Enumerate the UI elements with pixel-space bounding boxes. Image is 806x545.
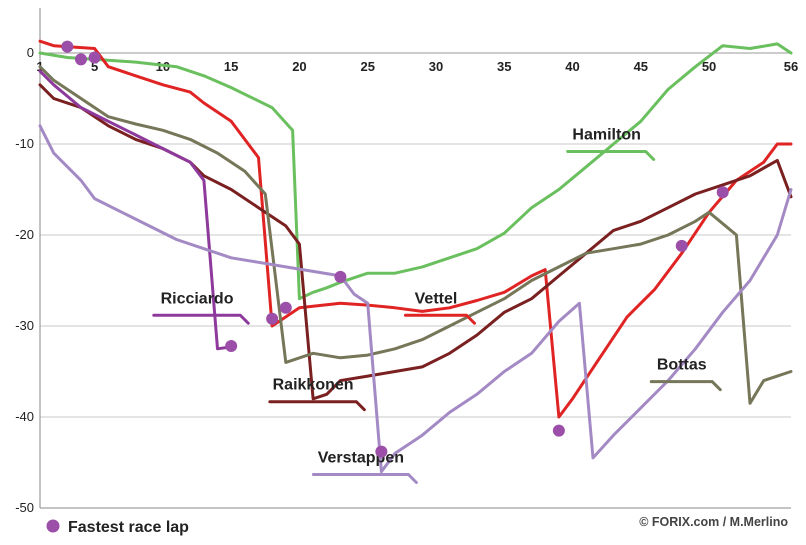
series-label-verstappen: Verstappen — [311, 450, 418, 484]
series-label-vettel: Vettel — [403, 290, 476, 325]
series-label-underline — [311, 473, 418, 484]
y-tick-label: -10 — [15, 136, 34, 151]
fastest-lap-marker — [279, 301, 292, 314]
x-tick-label: 56 — [784, 59, 798, 74]
y-tick-label: -20 — [15, 227, 34, 242]
series-label-underline — [152, 313, 250, 325]
series-label-text: Verstappen — [318, 450, 404, 467]
fastest-lap-markers — [61, 40, 729, 458]
fastest-lap-marker — [375, 445, 388, 458]
legend-label: Fastest race lap — [68, 519, 189, 536]
y-tick-label: 0 — [27, 45, 34, 60]
series-line-hamilton — [38, 42, 793, 301]
series-label-text: Raikkonen — [273, 377, 354, 394]
legend-marker-icon — [46, 519, 60, 533]
x-tick-label: 15 — [224, 59, 238, 74]
x-tick-label: 40 — [565, 59, 579, 74]
fastest-lap-marker — [266, 312, 279, 325]
y-tick-label: -40 — [15, 409, 34, 424]
fastest-lap-marker — [74, 53, 87, 66]
series-label-bottas: Bottas — [649, 357, 722, 392]
x-tick-label: 5 — [91, 59, 98, 74]
fastest-lap-marker — [716, 186, 729, 199]
series-line-bottas — [38, 65, 793, 405]
x-tick-label: 35 — [497, 59, 511, 74]
series-label-ricciardo: Ricciardo — [152, 290, 250, 325]
series-label-underline — [566, 149, 656, 161]
y-tick-label: -30 — [15, 318, 34, 333]
series-label-underline — [403, 313, 476, 325]
series-label-raikkonen: Raikkonen — [268, 377, 366, 412]
x-tick-label: 45 — [634, 59, 648, 74]
series-label-text: Bottas — [657, 357, 707, 374]
series-lines — [38, 39, 793, 474]
x-tick-label: 20 — [292, 59, 306, 74]
y-tick-label: -50 — [15, 500, 34, 515]
series-label-underline — [649, 380, 722, 392]
series-line-vettel — [38, 39, 793, 419]
x-tick-label: 50 — [702, 59, 716, 74]
axes: 0-10-20-30-40-501 5 10 15 20 25 30 35 40 45 50 56 — [15, 8, 798, 515]
x-tick-label: 25 — [360, 59, 374, 74]
series-label-text: Hamilton — [572, 126, 640, 143]
series-line-ricciardo — [38, 69, 233, 351]
fastest-lap-marker — [552, 424, 565, 437]
x-tick-label: 30 — [429, 59, 443, 74]
fastest-lap-marker — [225, 340, 238, 353]
fastest-lap-marker — [88, 51, 101, 64]
series-labels: Hamilton Vettel Raikkonen Bottas Ricciardo Ve… — [152, 126, 722, 484]
fastest-lap-marker — [334, 270, 347, 283]
series-line-verstappen — [38, 124, 793, 474]
series-label-underline — [268, 400, 366, 412]
fastest-lap-marker — [675, 239, 688, 252]
legend: Fastest race lap — [46, 519, 189, 536]
series-label-hamilton: Hamilton — [566, 126, 656, 161]
series-label-text: Vettel — [415, 290, 458, 307]
series-label-text: Ricciardo — [161, 290, 234, 307]
credit-text: © FORIX.com / M.Merlino — [639, 515, 788, 529]
fastest-lap-marker — [61, 40, 74, 53]
